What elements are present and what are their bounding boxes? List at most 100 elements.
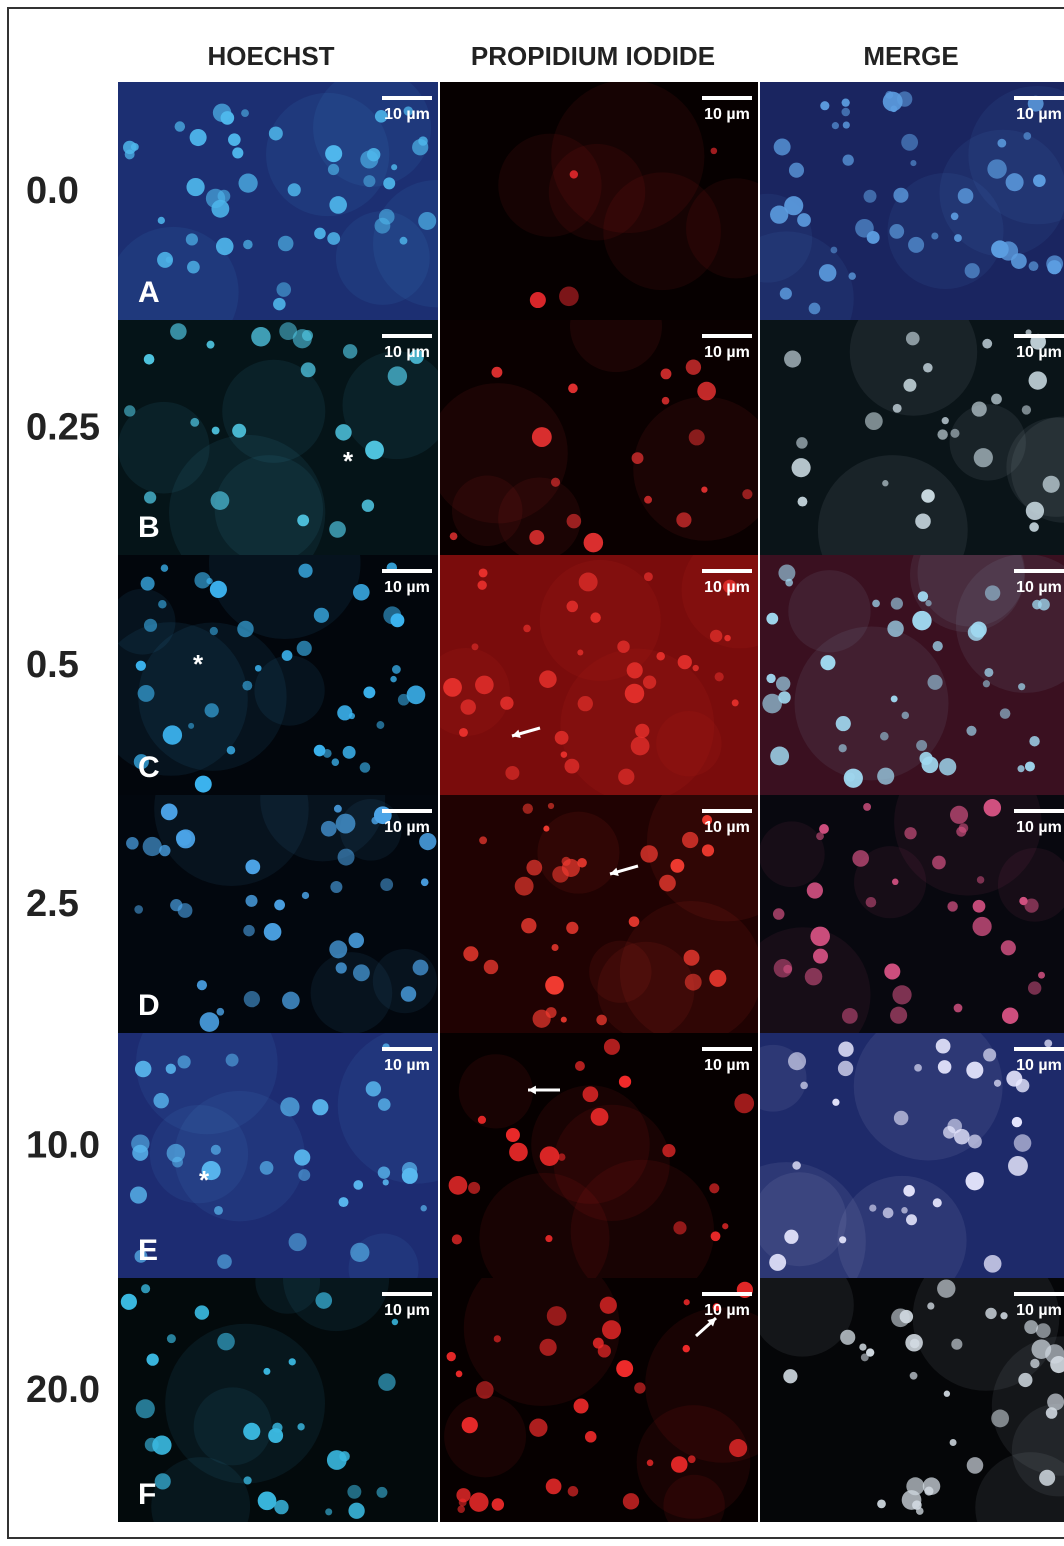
- haze: [444, 1395, 526, 1477]
- cell: [619, 1076, 631, 1088]
- cell: [400, 237, 408, 245]
- cell: [548, 803, 554, 809]
- scale-bar-label: 10 µm: [384, 106, 430, 123]
- scale-bar-label: 10 µm: [1016, 344, 1062, 361]
- cell: [640, 845, 657, 862]
- cell: [885, 91, 893, 99]
- cell: [659, 875, 676, 892]
- cell: [906, 1214, 917, 1225]
- scale-bar-label: 10 µm: [704, 344, 750, 361]
- cell: [348, 1503, 364, 1519]
- haze: [759, 821, 825, 887]
- cell: [1019, 897, 1027, 905]
- cell: [884, 963, 900, 979]
- cell: [861, 1353, 869, 1361]
- cell: [769, 1254, 786, 1271]
- cell: [130, 1187, 147, 1204]
- cell: [783, 965, 792, 974]
- cell: [561, 1017, 567, 1023]
- cell: [263, 1368, 270, 1375]
- cell: [921, 489, 935, 503]
- cell: [314, 608, 329, 623]
- cell: [407, 686, 426, 705]
- cell: [686, 359, 701, 374]
- cell: [564, 759, 579, 774]
- scale-bar-label: 10 µm: [704, 1057, 750, 1074]
- cell: [260, 1161, 274, 1175]
- cell: [701, 487, 707, 493]
- cell: [562, 857, 571, 866]
- cell: [846, 773, 855, 782]
- cell: [132, 1145, 148, 1161]
- cell: [972, 401, 987, 416]
- cell: [217, 1254, 232, 1269]
- scale-bar-label: 10 µm: [1016, 106, 1062, 123]
- cell: [632, 452, 644, 464]
- micrograph: 10 µm: [428, 280, 778, 560]
- cell: [819, 824, 829, 834]
- row-label: 0.5: [26, 644, 79, 686]
- cell: [877, 768, 894, 785]
- cell: [545, 976, 564, 995]
- cell: [353, 584, 370, 601]
- cell: [167, 1144, 185, 1162]
- cell: [282, 650, 293, 661]
- cell: [334, 805, 342, 813]
- cell: [484, 960, 498, 974]
- cell: [776, 677, 790, 691]
- cell: [972, 917, 991, 936]
- cell: [819, 264, 837, 282]
- cell: [459, 728, 468, 737]
- cell: [683, 1345, 690, 1352]
- cell: [796, 437, 807, 448]
- cell: [521, 918, 536, 933]
- cell: [869, 1204, 876, 1211]
- cell: [974, 448, 993, 467]
- cell: [839, 1236, 846, 1243]
- cell: [933, 641, 943, 651]
- cell: [280, 1097, 299, 1116]
- cell: [670, 859, 684, 873]
- cell: [325, 1508, 332, 1515]
- cell: [353, 1180, 363, 1190]
- haze: [531, 1085, 650, 1204]
- cell: [734, 1094, 754, 1114]
- cell: [882, 480, 888, 486]
- cell: [954, 1004, 963, 1013]
- cell: [966, 1062, 983, 1079]
- cell: [903, 1185, 915, 1197]
- cell: [673, 1221, 686, 1234]
- cell: [932, 856, 946, 870]
- cell: [591, 1108, 609, 1126]
- cell: [506, 1128, 520, 1142]
- cell: [332, 758, 340, 766]
- asterisk: *: [193, 649, 204, 679]
- cell: [783, 1369, 797, 1383]
- cell: [784, 350, 801, 367]
- cell: [121, 1294, 137, 1310]
- cell: [289, 1358, 296, 1365]
- cell: [789, 163, 804, 178]
- cell: [912, 611, 931, 630]
- cell: [1036, 1323, 1051, 1338]
- cell: [954, 234, 962, 242]
- cell: [392, 665, 401, 674]
- cell: [529, 1419, 547, 1437]
- scale-bar-label: 10 µm: [1016, 1302, 1062, 1319]
- cell: [155, 1473, 171, 1489]
- cell: [966, 1172, 984, 1190]
- cell: [241, 109, 249, 117]
- cell: [390, 676, 396, 682]
- cell: [925, 600, 931, 606]
- cell: [321, 821, 337, 837]
- panel-letter: F: [138, 1478, 156, 1511]
- micrograph: 10 µm: [440, 1033, 758, 1303]
- cell: [479, 568, 488, 577]
- cell: [243, 1476, 251, 1484]
- cell: [902, 712, 909, 719]
- cell: [1006, 173, 1024, 191]
- cell: [301, 362, 316, 377]
- cell: [161, 564, 168, 571]
- cell: [186, 178, 204, 196]
- cell: [211, 1145, 221, 1155]
